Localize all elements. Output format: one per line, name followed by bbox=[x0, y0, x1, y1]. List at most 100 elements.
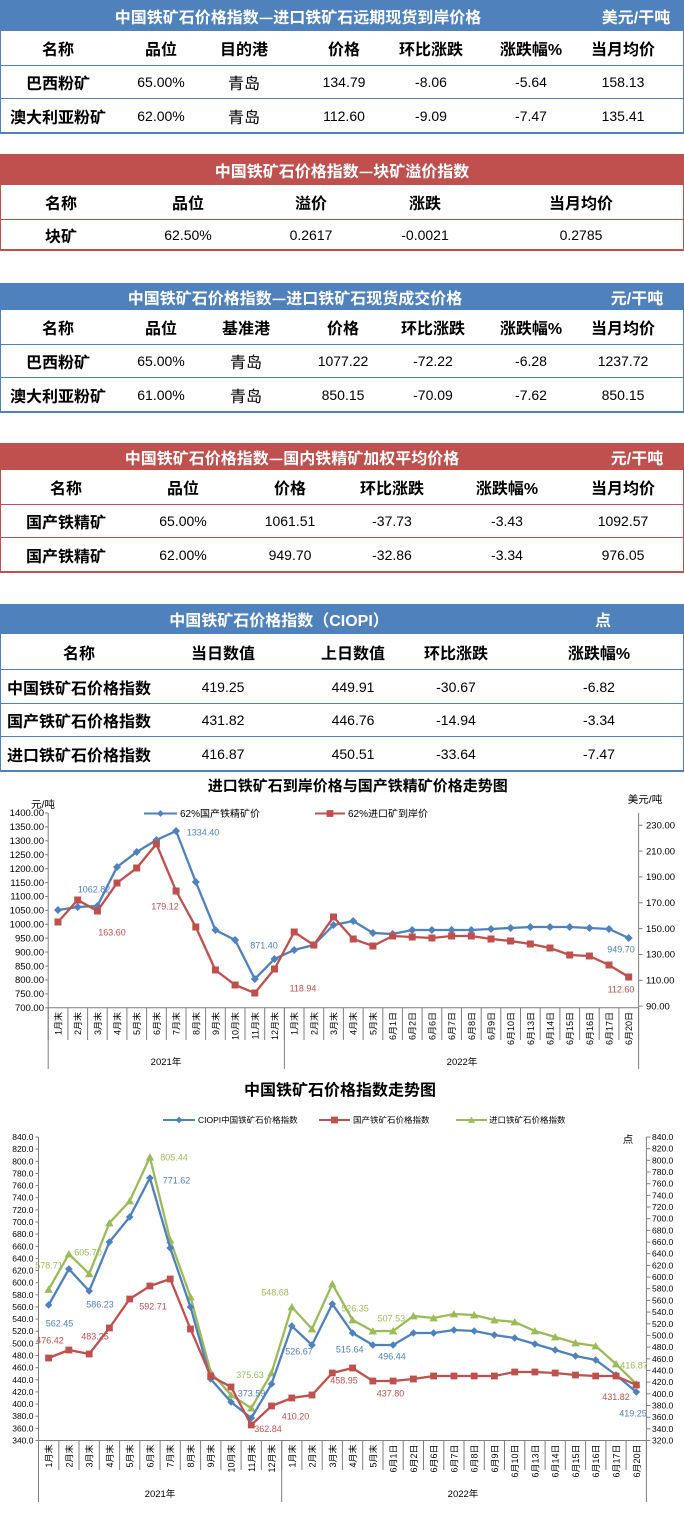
svg-text:800.0: 800.0 bbox=[12, 1156, 34, 1166]
svg-text:12月末: 12月末 bbox=[267, 1445, 277, 1473]
svg-text:130.00: 130.00 bbox=[646, 950, 675, 961]
svg-text:6月14日: 6月14日 bbox=[551, 1445, 561, 1478]
svg-text:4月末: 4月末 bbox=[348, 1445, 358, 1468]
svg-text:780.0: 780.0 bbox=[12, 1168, 34, 1178]
svg-text:420.0: 420.0 bbox=[12, 1387, 34, 1397]
svg-text:850.00: 850.00 bbox=[15, 961, 44, 972]
svg-text:6月16日: 6月16日 bbox=[591, 1445, 601, 1478]
svg-text:380.0: 380.0 bbox=[652, 1401, 674, 1411]
svg-text:6月20日: 6月20日 bbox=[624, 1012, 634, 1045]
svg-text:820.0: 820.0 bbox=[12, 1144, 34, 1154]
svg-text:507.53: 507.53 bbox=[378, 1313, 406, 1323]
svg-text:431.82: 431.82 bbox=[602, 1392, 630, 1402]
svg-text:340.0: 340.0 bbox=[12, 1436, 34, 1446]
svg-text:440.0: 440.0 bbox=[652, 1366, 674, 1376]
svg-text:6月17日: 6月17日 bbox=[605, 1012, 615, 1045]
svg-text:1月末: 1月末 bbox=[287, 1445, 297, 1468]
svg-text:2月末: 2月末 bbox=[64, 1445, 74, 1468]
svg-text:国产铁矿石价格指数: 国产铁矿石价格指数 bbox=[353, 1115, 430, 1125]
svg-text:7月末: 7月末 bbox=[166, 1445, 176, 1468]
svg-text:820.0: 820.0 bbox=[652, 1144, 674, 1154]
svg-text:210.00: 210.00 bbox=[646, 846, 675, 857]
svg-text:4月末: 4月末 bbox=[105, 1445, 115, 1468]
svg-text:9月末: 9月末 bbox=[211, 1012, 221, 1035]
svg-text:1050.00: 1050.00 bbox=[10, 906, 44, 917]
svg-text:600.0: 600.0 bbox=[12, 1278, 34, 1288]
svg-text:12月末: 12月末 bbox=[270, 1012, 280, 1040]
svg-text:680.0: 680.0 bbox=[652, 1225, 674, 1235]
svg-text:5月末: 5月末 bbox=[125, 1445, 135, 1468]
svg-text:580.0: 580.0 bbox=[12, 1290, 34, 1300]
svg-text:6月9日: 6月9日 bbox=[487, 1012, 497, 1040]
svg-text:6月末: 6月末 bbox=[152, 1012, 162, 1035]
svg-text:720.0: 720.0 bbox=[652, 1202, 674, 1212]
svg-text:700.0: 700.0 bbox=[12, 1217, 34, 1227]
svg-text:6月6日: 6月6日 bbox=[427, 1012, 437, 1040]
svg-text:10月末: 10月末 bbox=[227, 1445, 237, 1473]
svg-text:8月末: 8月末 bbox=[191, 1012, 201, 1035]
svg-text:605.70: 605.70 bbox=[74, 1247, 102, 1257]
svg-text:2021年: 2021年 bbox=[145, 1488, 176, 1500]
svg-text:480.0: 480.0 bbox=[652, 1342, 674, 1352]
svg-text:1400.00: 1400.00 bbox=[10, 808, 44, 819]
svg-text:340.0: 340.0 bbox=[652, 1424, 674, 1434]
svg-text:110.00: 110.00 bbox=[646, 976, 674, 987]
svg-text:1000.00: 1000.00 bbox=[10, 920, 44, 931]
svg-text:640.0: 640.0 bbox=[12, 1253, 34, 1263]
svg-text:4月末: 4月末 bbox=[349, 1012, 359, 1035]
svg-text:11月末: 11月末 bbox=[247, 1445, 257, 1472]
svg-text:6月13日: 6月13日 bbox=[530, 1445, 540, 1478]
svg-text:进口铁矿石价格指数: 进口铁矿石价格指数 bbox=[489, 1115, 566, 1125]
svg-text:1月末: 1月末 bbox=[290, 1012, 300, 1035]
svg-text:871.40: 871.40 bbox=[250, 940, 278, 950]
svg-text:458.95: 458.95 bbox=[330, 1375, 358, 1385]
svg-text:163.60: 163.60 bbox=[98, 927, 126, 937]
svg-text:620.0: 620.0 bbox=[12, 1266, 34, 1276]
svg-text:6月13日: 6月13日 bbox=[526, 1012, 536, 1045]
svg-text:90.00: 90.00 bbox=[646, 1001, 670, 1012]
svg-text:526.67: 526.67 bbox=[285, 1346, 313, 1356]
svg-text:680.0: 680.0 bbox=[12, 1229, 34, 1239]
svg-text:840.0: 840.0 bbox=[652, 1132, 674, 1142]
svg-text:520.0: 520.0 bbox=[12, 1326, 34, 1336]
svg-text:3月末: 3月末 bbox=[329, 1012, 339, 1035]
svg-text:700.0: 700.0 bbox=[652, 1214, 674, 1224]
svg-text:7月末: 7月末 bbox=[172, 1012, 182, 1035]
svg-text:5月末: 5月末 bbox=[368, 1012, 378, 1035]
svg-text:3月末: 3月末 bbox=[85, 1445, 95, 1468]
svg-text:780.0: 780.0 bbox=[652, 1167, 674, 1177]
svg-text:6月14日: 6月14日 bbox=[546, 1012, 556, 1045]
svg-text:进口铁矿石到岸价格与国产铁精矿价格走势图: 进口铁矿石到岸价格与国产铁精矿价格走势图 bbox=[208, 778, 508, 795]
svg-text:8月末: 8月末 bbox=[186, 1445, 196, 1468]
svg-text:600.0: 600.0 bbox=[652, 1272, 674, 1282]
svg-text:118.94: 118.94 bbox=[290, 983, 317, 993]
svg-text:6月15日: 6月15日 bbox=[571, 1445, 581, 1478]
svg-text:496.44: 496.44 bbox=[378, 1351, 406, 1361]
svg-text:6月末: 6月末 bbox=[145, 1445, 155, 1468]
svg-text:6月1日: 6月1日 bbox=[388, 1012, 398, 1040]
svg-text:2022年: 2022年 bbox=[448, 1488, 479, 1500]
svg-text:720.0: 720.0 bbox=[12, 1205, 34, 1215]
svg-text:560.0: 560.0 bbox=[652, 1295, 674, 1305]
svg-text:3月末: 3月末 bbox=[328, 1445, 338, 1468]
svg-text:800.00: 800.00 bbox=[15, 975, 44, 986]
svg-text:中国铁矿石价格指数走势图: 中国铁矿石价格指数走势图 bbox=[244, 1082, 436, 1100]
svg-text:500.0: 500.0 bbox=[652, 1330, 674, 1340]
svg-text:416.87: 416.87 bbox=[620, 1360, 648, 1370]
svg-text:562.45: 562.45 bbox=[46, 1318, 74, 1328]
svg-text:760.0: 760.0 bbox=[652, 1179, 674, 1189]
svg-text:2022年: 2022年 bbox=[447, 1056, 478, 1068]
svg-text:440.0: 440.0 bbox=[12, 1375, 34, 1385]
svg-text:592.71: 592.71 bbox=[139, 1301, 167, 1311]
svg-text:6月7日: 6月7日 bbox=[449, 1445, 459, 1473]
svg-text:660.0: 660.0 bbox=[12, 1241, 34, 1251]
svg-text:483.25: 483.25 bbox=[81, 1331, 109, 1341]
svg-text:6月2日: 6月2日 bbox=[408, 1012, 418, 1040]
svg-text:660.0: 660.0 bbox=[652, 1237, 674, 1247]
svg-text:2月末: 2月末 bbox=[308, 1445, 318, 1468]
svg-text:5月末: 5月末 bbox=[368, 1445, 378, 1468]
svg-text:112.60: 112.60 bbox=[608, 984, 635, 994]
svg-text:700.00: 700.00 bbox=[15, 1003, 44, 1014]
svg-text:6月17日: 6月17日 bbox=[612, 1445, 622, 1478]
svg-text:CIOPI中国铁矿石价格指数: CIOPI中国铁矿石价格指数 bbox=[198, 1115, 298, 1125]
